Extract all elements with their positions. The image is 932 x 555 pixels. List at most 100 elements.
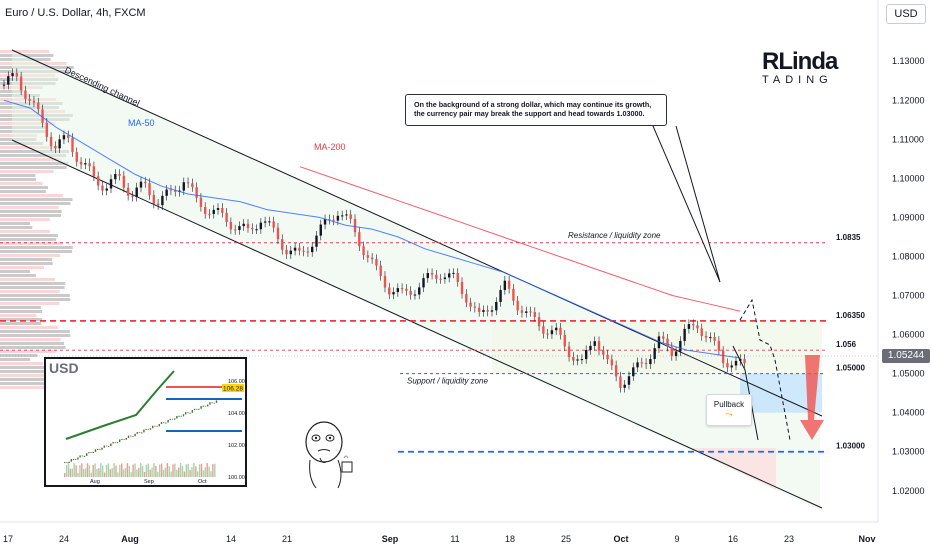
candle-body (144, 181, 147, 184)
candle-body (503, 280, 507, 291)
volume-profile-bar (0, 50, 50, 53)
candle-body (674, 351, 678, 357)
candle-body (486, 310, 489, 312)
candle-body (456, 272, 459, 283)
candle-body (242, 223, 245, 227)
volume-profile-bar (0, 282, 66, 285)
candle-body (460, 282, 464, 294)
volume-profile-bar (0, 270, 31, 273)
inset-volume-bar (102, 465, 104, 477)
inset-volume-bar (90, 472, 92, 477)
volume-profile-bar (0, 330, 70, 333)
inset-volume-bar (136, 469, 138, 477)
volume-profile-bar (0, 302, 60, 305)
inset-volume-bar (176, 469, 178, 477)
down-arrow (800, 355, 824, 440)
candle-body (700, 328, 703, 337)
inset-volume-bar (98, 468, 100, 477)
inset-volume-bar (113, 463, 115, 477)
candle-body (32, 100, 36, 103)
inset-y-tick: 100.00 (228, 475, 245, 481)
volume-profile-bar (0, 306, 41, 309)
candle-body (191, 183, 194, 188)
inset-volume-bar (198, 464, 201, 477)
candle-body (567, 346, 571, 357)
inset-volume-bar (151, 467, 153, 477)
candle-body (268, 221, 271, 223)
inset-volume-bar (124, 467, 127, 477)
candle-body (135, 187, 138, 197)
candle-body (430, 273, 434, 275)
volume-profile-bar (0, 250, 72, 253)
volume-profile-bar (0, 346, 66, 349)
candle-body (473, 306, 477, 308)
candle-body (636, 362, 639, 368)
candle-body (345, 214, 348, 216)
inset-price-tag-label: 106.28 (223, 386, 243, 393)
candle-body (45, 122, 49, 137)
inset-volume-bar (145, 464, 148, 477)
volume-profile-bar (0, 206, 59, 209)
inset-volume-bar (103, 472, 106, 477)
inset-volume-bar (79, 465, 81, 477)
volume-profile-bar (0, 354, 38, 357)
x-tick-label: 16 (728, 534, 738, 544)
inset-candle (171, 418, 174, 420)
volume-profile-bar (0, 182, 43, 185)
candle-body (542, 326, 545, 334)
volume-profile-bar (0, 294, 70, 297)
currency-button[interactable]: USD (886, 4, 926, 24)
candle-body (105, 188, 108, 191)
inset-candle (209, 402, 211, 405)
inset-candle (149, 428, 152, 430)
x-tick-label: 25 (561, 534, 571, 544)
candle-body (726, 363, 729, 368)
inset-candle (207, 404, 209, 407)
ma200-annotation: MA-200 (314, 142, 346, 152)
pullback-label: Pullback (713, 400, 745, 409)
inset-volume-bar (189, 470, 191, 477)
volume-profile-bar (0, 198, 73, 201)
inset-candle (86, 453, 88, 456)
inset-candle (185, 412, 187, 415)
candle-body (49, 136, 53, 147)
pullback-note[interactable]: Pullback ⤳ (706, 394, 752, 426)
candle-body (563, 334, 566, 347)
inset-candle (108, 445, 110, 447)
candle-body (443, 277, 447, 280)
inset-candle (187, 412, 189, 414)
inset-candle (141, 432, 143, 434)
inset-candle (145, 428, 147, 430)
candle-body (15, 73, 19, 77)
pullback-emoji-icon: ⤳ (725, 409, 733, 419)
inset-y-tick: 104.00 (228, 411, 245, 417)
volume-profile-bar (0, 242, 63, 245)
x-tick-label: Aug (121, 534, 139, 544)
candle-body (11, 73, 14, 77)
candle-body (490, 310, 494, 312)
candle-body (597, 341, 601, 351)
inset-candle (132, 435, 134, 437)
candle-body (383, 275, 387, 288)
inset-volume-bar (128, 465, 130, 477)
candle-body (584, 350, 588, 360)
candle-body (529, 311, 532, 313)
inset-volume-bar (170, 471, 172, 477)
inset-volume-bar (109, 469, 111, 477)
volume-profile-bar (0, 378, 72, 381)
y-tick-label: 1.13000 (892, 56, 925, 66)
inset-candle (196, 408, 198, 410)
candle-body (537, 316, 541, 327)
candle-body (614, 365, 618, 377)
y-tick-label: 1.03000 (892, 447, 925, 457)
candle-body (298, 247, 301, 251)
analysis-callout[interactable]: On the background of a strong dollar, wh… (405, 94, 667, 126)
candle-body (212, 209, 215, 214)
candle-body (302, 250, 305, 252)
inset-candle (75, 459, 77, 461)
inset-volume-bar (86, 463, 89, 477)
volume-profile-bar (0, 374, 59, 377)
